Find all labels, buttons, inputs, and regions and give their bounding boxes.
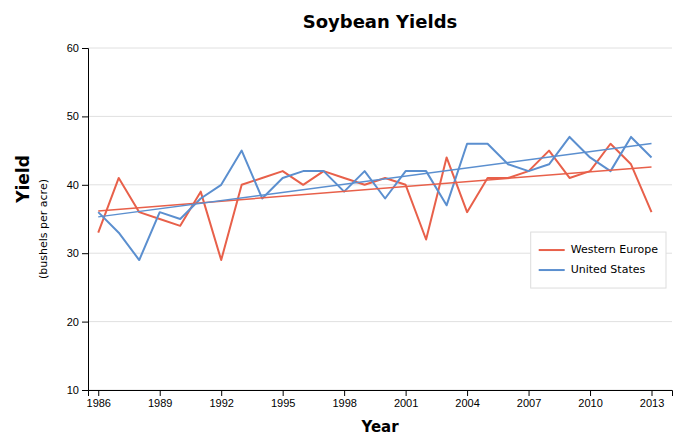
trend-line bbox=[98, 167, 651, 211]
trend-line bbox=[98, 143, 651, 216]
y-tick: 50 bbox=[67, 110, 88, 122]
y-axis: 10 20 30 40 50 60 bbox=[67, 42, 89, 396]
x-tick-label: 2013 bbox=[640, 397, 664, 409]
grid bbox=[88, 48, 672, 390]
legend-entry: United States bbox=[539, 263, 646, 276]
y-tick-mark bbox=[82, 48, 88, 49]
x-tick: 2010 bbox=[578, 390, 602, 409]
x-tick-mark bbox=[467, 390, 468, 396]
x-tick-mark bbox=[283, 390, 284, 396]
grid-line bbox=[88, 48, 672, 49]
x-tick-mark bbox=[98, 390, 99, 396]
x-tick: 1995 bbox=[271, 390, 295, 409]
y-tick-label: 50 bbox=[67, 110, 79, 122]
y-tick: 40 bbox=[67, 179, 88, 191]
x-tick: 1989 bbox=[148, 390, 172, 409]
x-tick: 1992 bbox=[209, 390, 233, 409]
x-tick-label: 1995 bbox=[271, 397, 295, 409]
x-tick-label: 1989 bbox=[148, 397, 172, 409]
x-tick-mark bbox=[406, 390, 407, 396]
x-tick-label: 1986 bbox=[87, 397, 111, 409]
x-tick: 1986 bbox=[87, 390, 111, 409]
y-tick-label: 40 bbox=[67, 179, 79, 191]
y-tick-label: 10 bbox=[67, 384, 79, 396]
x-tick: 1998 bbox=[332, 390, 356, 409]
chart: 1986198919921995199820012004200720102013… bbox=[0, 0, 700, 448]
y-tick: 10 bbox=[67, 384, 88, 396]
x-tick-mark bbox=[652, 390, 653, 396]
legend-label: Western Europe bbox=[571, 243, 659, 256]
x-tick-label: 2007 bbox=[517, 397, 541, 409]
x-tick-label: 2001 bbox=[394, 397, 418, 409]
y-axis-line bbox=[82, 49, 89, 391]
legend: Western Europe United States bbox=[531, 232, 666, 288]
y-tick-mark bbox=[82, 116, 88, 117]
legend-label: United States bbox=[571, 263, 646, 276]
y-axis-title: Yield bbox=[13, 155, 33, 204]
y-tick-mark bbox=[82, 390, 88, 391]
legend-swatch bbox=[539, 249, 565, 251]
x-tick: 2004 bbox=[455, 390, 479, 409]
y-tick-label: 20 bbox=[67, 316, 79, 328]
x-axis-line bbox=[89, 391, 673, 397]
grid-line bbox=[88, 184, 672, 185]
y-tick-label: 30 bbox=[67, 247, 79, 259]
grid-line bbox=[88, 321, 672, 322]
legend-box bbox=[531, 232, 666, 288]
chart-title: Soybean Yields bbox=[303, 11, 458, 32]
y-tick-mark bbox=[82, 322, 88, 323]
y-tick: 60 bbox=[67, 42, 88, 54]
grid-line bbox=[88, 116, 672, 117]
x-tick-mark bbox=[160, 390, 161, 396]
y-tick-mark bbox=[82, 185, 88, 186]
x-tick-label: 2010 bbox=[578, 397, 602, 409]
legend-entry: Western Europe bbox=[539, 243, 659, 256]
plot-area: 1986198919921995199820012004200720102013… bbox=[67, 42, 673, 409]
y-tick: 30 bbox=[67, 247, 88, 259]
y-tick: 20 bbox=[67, 316, 88, 328]
x-tick: 2013 bbox=[640, 390, 664, 409]
x-tick-mark bbox=[221, 390, 222, 396]
x-axis-title: Year bbox=[360, 418, 399, 436]
x-tick: 2001 bbox=[394, 390, 418, 409]
x-tick-label: 1992 bbox=[209, 397, 233, 409]
x-tick-label: 1998 bbox=[332, 397, 356, 409]
x-axis: 1986 1989 1992 1995 1998 2001 2004 2007 2010 2013 bbox=[87, 390, 673, 409]
x-tick-mark bbox=[590, 390, 591, 396]
x-tick: 2007 bbox=[517, 390, 541, 409]
y-tick-mark bbox=[82, 253, 88, 254]
y-axis-title: (bushels per acre) bbox=[37, 179, 50, 279]
y-tick-label: 60 bbox=[67, 42, 79, 54]
legend-swatch bbox=[539, 269, 565, 271]
x-tick-mark bbox=[344, 390, 345, 396]
x-tick-mark bbox=[529, 390, 530, 396]
x-tick-label: 2004 bbox=[455, 397, 479, 409]
